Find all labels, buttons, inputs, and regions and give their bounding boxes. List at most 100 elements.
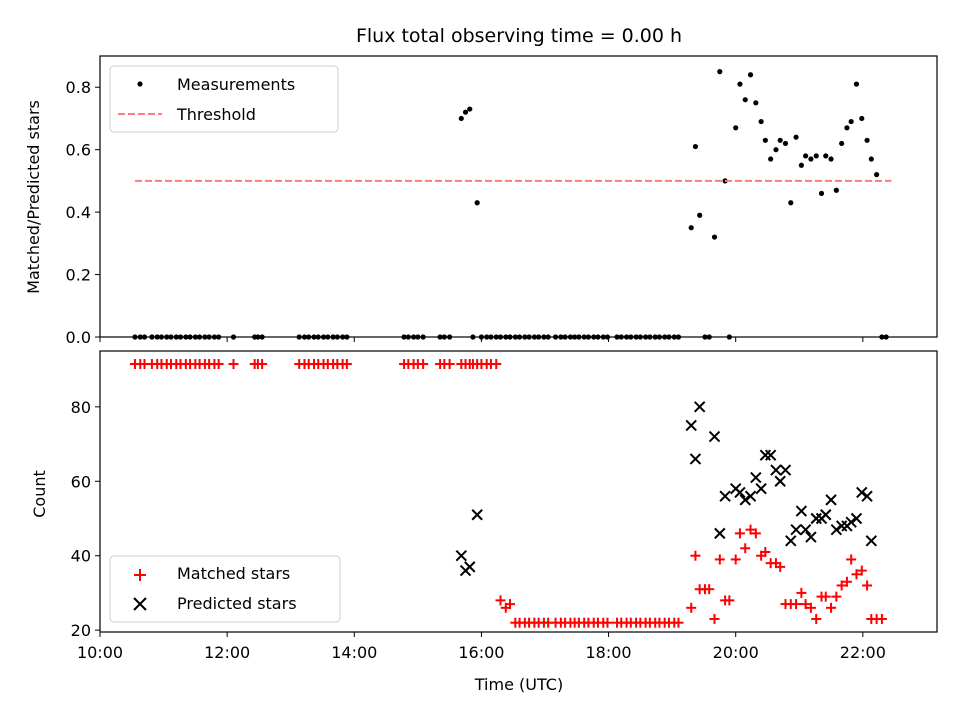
matched-star-point — [228, 359, 239, 370]
top-y-tick-label: 0.6 — [66, 141, 91, 160]
bottom-panel: 20 40 60 80 10:00 12:00 14:00 16:00 18:00 20:00 2… — [30, 350, 938, 694]
measurement-point — [717, 69, 723, 75]
measurement-point — [839, 140, 845, 147]
matched-star-point — [257, 359, 268, 370]
measurement-point — [697, 212, 703, 218]
bottom-y-ticks: 20 40 60 80 — [71, 398, 100, 640]
predicted-star-point — [820, 509, 832, 521]
predicted-star-point — [770, 464, 782, 476]
predicted-star-point — [708, 430, 721, 443]
x-tick-label: 22:00 — [840, 643, 886, 662]
measurement-point — [688, 225, 694, 231]
matched-star-point — [704, 584, 715, 595]
predicted-star-point — [750, 471, 762, 484]
legend-predicted-label: Predicted stars — [177, 594, 297, 613]
matched-star-point — [602, 617, 613, 628]
bottom-axes-frame — [99, 350, 938, 633]
x-tick-label: 10:00 — [77, 643, 123, 662]
predicted-star-point — [861, 490, 873, 502]
predicted-star-point — [785, 535, 797, 547]
bottom-y-tick-label: 60 — [71, 472, 91, 491]
measurement-point — [773, 147, 779, 153]
predicted-star-point — [685, 419, 697, 432]
predicted-star-point — [774, 475, 786, 487]
bottom-y-tick-label: 40 — [71, 547, 91, 566]
bottom-legend-box — [109, 555, 341, 623]
top-legend: Measurements Threshold — [109, 65, 339, 133]
top-y-ticks: 0.0 0.2 0.4 0.6 0.8 — [66, 78, 100, 347]
measurement-point — [853, 81, 860, 87]
x-tick-label: 12:00 — [204, 643, 250, 662]
measurement-point — [844, 125, 850, 131]
top-y-tick-label: 0.0 — [66, 328, 91, 347]
bottom-legend: Matched stars Predicted stars — [109, 555, 341, 623]
predicted-star-point — [830, 523, 843, 536]
x-tick-label: 20:00 — [713, 643, 759, 662]
predicted-star-point — [714, 527, 726, 540]
x-tick-label: 18:00 — [586, 643, 632, 662]
matched-star-point — [709, 613, 720, 624]
measurement-point — [762, 137, 768, 143]
measurement-point — [777, 137, 783, 143]
measurement-point — [788, 200, 794, 206]
predicted-star-point — [779, 464, 792, 476]
matched-star-point — [800, 599, 811, 610]
measurement-point — [823, 153, 829, 159]
predicted-star-point — [805, 531, 817, 543]
matched-star-point — [826, 602, 837, 613]
legend-matched-marker — [134, 569, 146, 581]
legend-matched-label: Matched stars — [177, 564, 290, 583]
predicted-star-point — [734, 486, 746, 499]
measurement-point — [833, 187, 839, 193]
predicted-star-point — [464, 561, 476, 573]
top-x-ticks — [99, 337, 864, 342]
matched-star-point — [444, 359, 455, 370]
predicted-star-point — [795, 505, 808, 517]
matched-star-point — [740, 543, 751, 554]
predicted-star-point — [764, 449, 777, 461]
measurement-point — [848, 118, 854, 125]
measurement-point — [458, 115, 464, 122]
bottom-y-tick-label: 20 — [71, 621, 91, 640]
matched-star-point — [745, 524, 756, 535]
matched-star-point — [851, 569, 862, 580]
predicted-star-point — [455, 549, 467, 562]
matched-star-point — [341, 359, 352, 370]
predicted-star-point — [865, 535, 878, 547]
matched-star-point — [811, 613, 822, 624]
legend-predicted-marker — [133, 597, 147, 611]
matched-star-point — [775, 561, 786, 572]
top-y-axis-label: Matched/Predicted stars — [24, 100, 43, 294]
measurement-point — [793, 134, 799, 140]
matched-star-point — [846, 554, 857, 565]
predicted-star-point — [755, 483, 767, 495]
measurement-point — [768, 156, 774, 162]
top-y-tick-label: 0.2 — [66, 266, 91, 285]
measurement-point — [733, 125, 739, 131]
measurement-point — [874, 172, 880, 178]
matched-star-point — [841, 576, 852, 587]
matched-star-point — [862, 580, 873, 591]
matched-star-point — [760, 546, 771, 557]
predicted-star-point — [744, 490, 757, 502]
matched-star-point — [730, 554, 741, 565]
matched-star-point — [686, 602, 697, 613]
predicted-star-point — [856, 486, 868, 499]
top-axes-frame — [99, 55, 938, 338]
predicted-star-point — [790, 523, 802, 536]
measurement-point — [747, 72, 754, 78]
matched-star-point — [505, 599, 516, 610]
measurement-point — [758, 118, 764, 125]
top-legend-box — [109, 65, 339, 133]
measurement-point — [692, 143, 699, 150]
measurement-point — [864, 137, 870, 143]
matched-star-point — [796, 587, 807, 598]
matched-star-point — [495, 595, 506, 606]
measurement-point — [737, 81, 743, 87]
measurement-point — [808, 156, 814, 162]
matched-star-point — [750, 528, 761, 539]
matched-star-point — [418, 359, 429, 370]
matched-star-point — [734, 528, 745, 539]
matched-star-point — [831, 591, 842, 602]
matched-star-point — [491, 359, 502, 370]
